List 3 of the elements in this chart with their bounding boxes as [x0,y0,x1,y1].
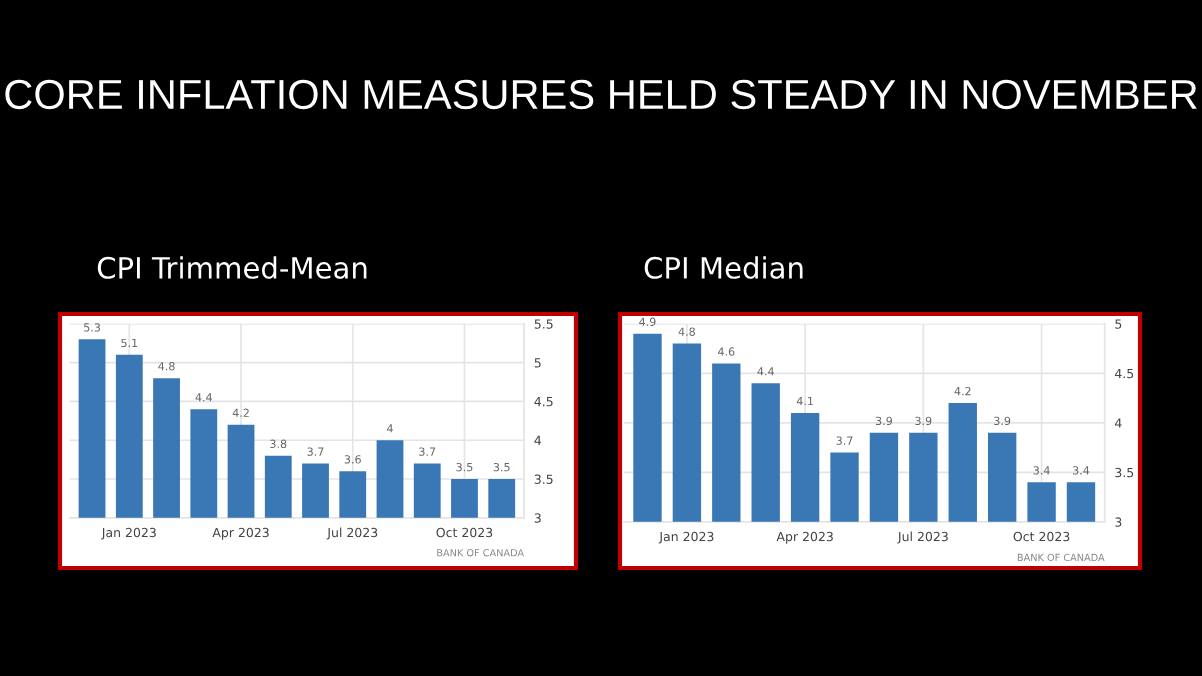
chart-subtitle: CPI Median [644,256,803,279]
chart-subtitle: CPI Trimmed-Mean [97,256,367,279]
chart-title: CORE INFLATION MEASURES HELD STEADY IN NOVEMBER [5,79,1197,110]
